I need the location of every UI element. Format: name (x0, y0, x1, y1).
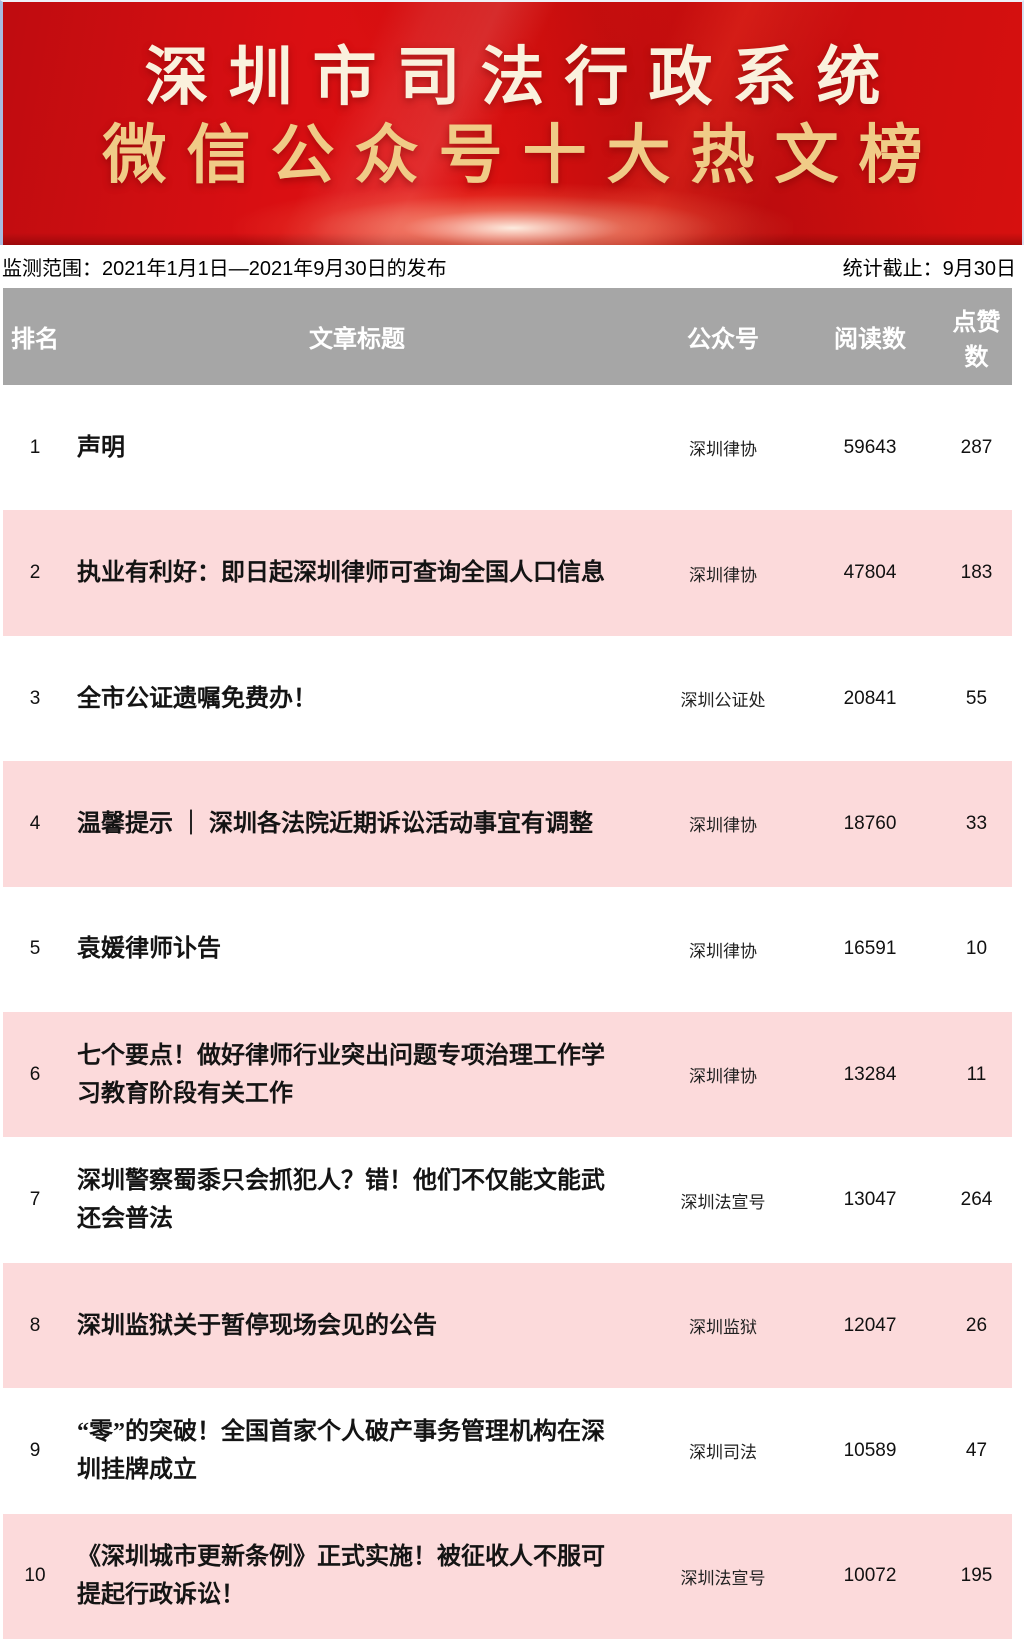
row-reads-cell: 10589 (843, 1439, 897, 1461)
row-account-cell: 深圳律协 (689, 565, 757, 585)
row-reads-cell: 10072 (843, 1565, 897, 1587)
table-row: 3 全市公证遗嘱免费办！ 深圳公证处 20841 55 (3, 635, 1012, 762)
row-rank-cell: 7 (29, 1189, 41, 1211)
row-likes-cell: 26 (965, 1314, 988, 1336)
meta-row: 监测范围：2021年1月1日—2021年9月30日的发布 统计截止：9月30日 (0, 245, 1024, 288)
monitor-range-label: 监测范围：2021年1月1日—2021年9月30日的发布 (2, 258, 447, 280)
row-title-cell: 七个要点！做好律师行业突出问题专项治理工作学习教育阶段有关工作 (77, 1042, 605, 1107)
row-account-cell: 深圳监狱 (689, 1318, 757, 1338)
banner-light-flare (232, 183, 793, 245)
row-rank-cell: 9 (29, 1439, 41, 1461)
row-title-cell: 深圳警察蜀黍只会抓犯人？错！他们不仅能文能武还会普法 (77, 1168, 605, 1233)
table-row: 6 七个要点！做好律师行业突出问题专项治理工作学习教育阶段有关工作 深圳律协 1… (3, 1012, 1012, 1138)
row-rank-cell: 8 (29, 1314, 41, 1336)
banner: 深圳市司法行政系统 微信公众号十大热文榜 (0, 0, 1024, 245)
row-likes-cell: 183 (960, 562, 993, 584)
header-title: 文章标题 (309, 326, 405, 353)
row-rank-cell: 6 (29, 1063, 41, 1085)
row-rank-cell: 3 (29, 687, 41, 709)
row-title-cell: 全市公证遗嘱免费办！ (77, 685, 317, 712)
table-row: 1 声明 深圳律协 59643 287 (3, 385, 1012, 511)
stats-cutoff-label: 统计截止：9月30日 (842, 258, 1016, 280)
row-title-cell: 深圳监狱关于暂停现场会见的公告 (77, 1312, 437, 1339)
row-rank-cell: 10 (24, 1565, 46, 1587)
row-likes-cell: 10 (965, 938, 988, 960)
row-account-cell: 深圳律协 (689, 941, 757, 961)
row-account-cell: 深圳律协 (689, 816, 757, 836)
row-title-cell: 温馨提示 ｜ 深圳各法院近期诉讼活动事宜有调整 (77, 810, 593, 837)
row-reads-cell: 16591 (843, 938, 897, 960)
table-row: 8 深圳监狱关于暂停现场会见的公告 深圳监狱 12047 26 (3, 1262, 1012, 1389)
row-rank-cell: 1 (29, 436, 41, 458)
table-row: 5 袁媛律师讣告 深圳律协 16591 10 (3, 886, 1012, 1013)
row-likes-cell: 195 (960, 1565, 993, 1587)
row-account-cell: 深圳法宣号 (680, 1192, 766, 1212)
row-reads-cell: 20841 (843, 687, 897, 709)
row-rank-cell: 2 (29, 562, 41, 584)
row-title-cell: 执业有利好：即日起深圳律师可查询全国人口信息 (77, 560, 605, 587)
row-account-cell: 深圳司法 (689, 1443, 757, 1463)
table-header-row: 排名 文章标题 公众号 阅读数 点赞数 (3, 288, 1012, 385)
header-rank: 排名 (11, 326, 59, 353)
table-row: 4 温馨提示 ｜ 深圳各法院近期诉讼活动事宜有调整 深圳律协 18760 33 (3, 761, 1012, 887)
table-body: 1 声明 深圳律协 59643 287 2 执业有利好：即日起深圳律师可查询全国… (3, 385, 1012, 1639)
row-likes-cell: 11 (966, 1063, 987, 1085)
header-reads: 阅读数 (834, 326, 906, 353)
row-title-cell: “零”的突破！全国首家个人破产事务管理机构在深圳挂牌成立 (77, 1418, 605, 1483)
table-row: 2 执业有利好：即日起深圳律师可查询全国人口信息 深圳律协 47804 183 (3, 510, 1012, 636)
row-reads-cell: 13284 (843, 1063, 897, 1085)
table-row: 9 “零”的突破！全国首家个人破产事务管理机构在深圳挂牌成立 深圳司法 1058… (3, 1388, 1012, 1514)
row-reads-cell: 18760 (843, 812, 897, 834)
table-row: 10 《深圳城市更新条例》正式实施！被征收人不服可提起行政诉讼！ 深圳法宣号 1… (3, 1513, 1012, 1639)
header-likes: 点赞数 (952, 308, 1001, 371)
row-reads-cell: 47804 (843, 562, 897, 584)
row-account-cell: 深圳公证处 (680, 691, 766, 711)
row-title-cell: 《深圳城市更新条例》正式实施！被征收人不服可提起行政诉讼！ (77, 1544, 605, 1609)
row-account-cell: 深圳律协 (689, 1067, 757, 1087)
row-rank-cell: 4 (29, 812, 41, 834)
row-likes-cell: 55 (965, 687, 988, 709)
table-row: 7 深圳警察蜀黍只会抓犯人？错！他们不仅能文能武还会普法 深圳法宣号 13047… (3, 1137, 1012, 1263)
row-reads-cell: 59643 (843, 436, 897, 458)
row-likes-cell: 47 (965, 1439, 988, 1461)
row-likes-cell: 264 (960, 1189, 993, 1211)
row-title-cell: 声明 (77, 434, 125, 461)
row-account-cell: 深圳律协 (689, 440, 757, 460)
row-title-cell: 袁媛律师讣告 (77, 936, 221, 963)
row-rank-cell: 5 (29, 938, 41, 960)
row-account-cell: 深圳法宣号 (680, 1568, 766, 1588)
banner-title-line2: 微信公众号十大热文榜 (102, 119, 943, 191)
banner-title-line1: 深圳市司法行政系统 (144, 41, 901, 113)
row-likes-cell: 287 (960, 436, 993, 458)
row-reads-cell: 13047 (843, 1189, 897, 1211)
row-likes-cell: 33 (965, 812, 988, 834)
header-account: 公众号 (687, 326, 759, 353)
row-reads-cell: 12047 (843, 1314, 897, 1336)
